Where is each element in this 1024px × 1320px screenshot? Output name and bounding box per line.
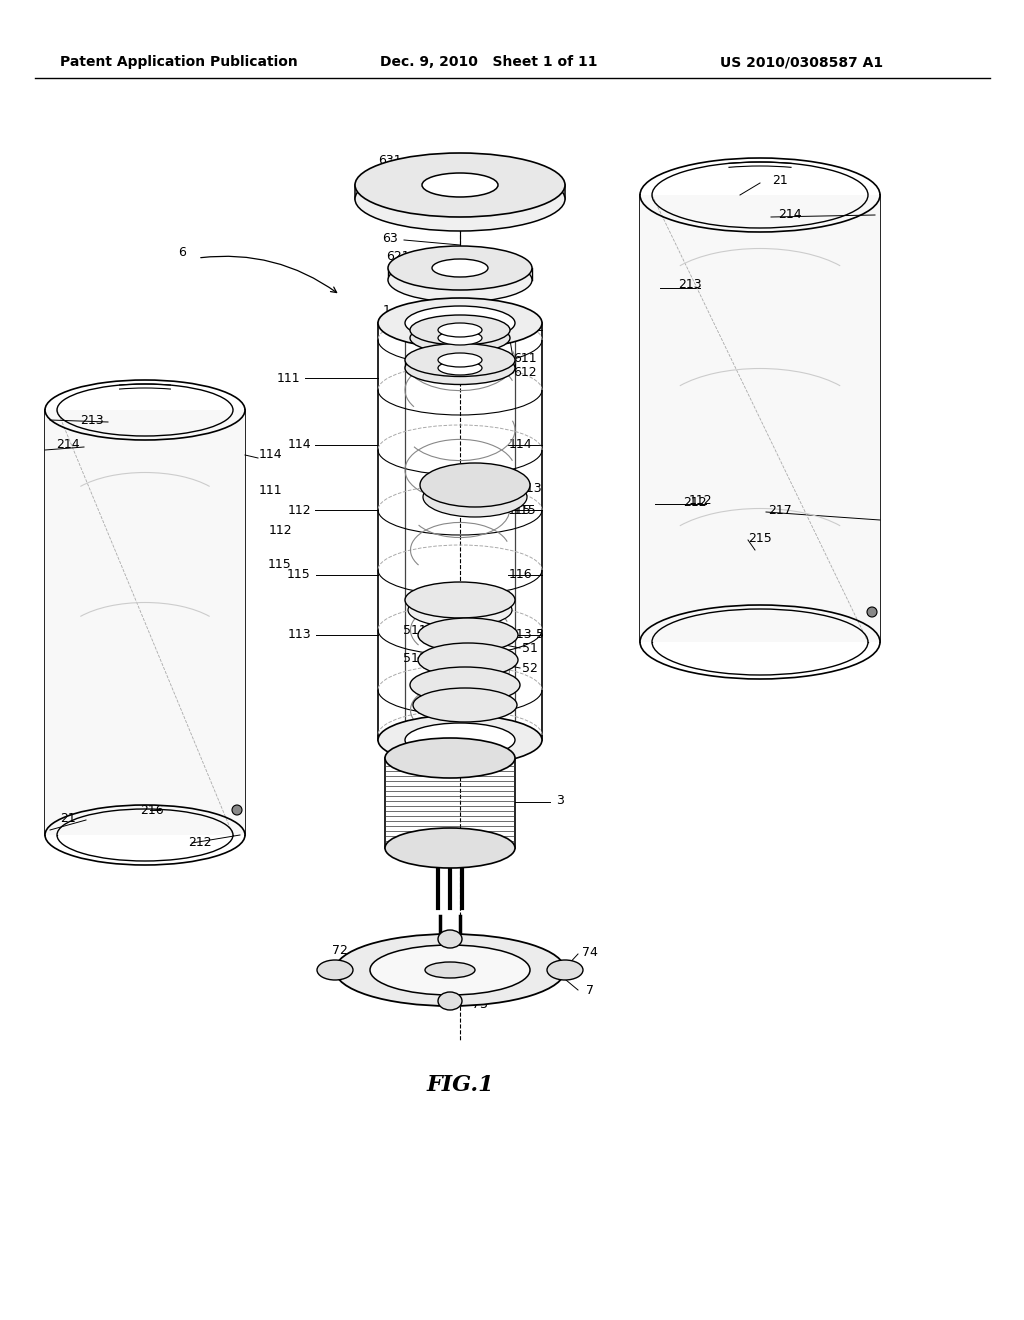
Ellipse shape: [317, 960, 353, 979]
Text: 71: 71: [337, 964, 353, 977]
Ellipse shape: [410, 323, 510, 352]
Ellipse shape: [423, 477, 527, 517]
Text: Dec. 9, 2010   Sheet 1 of 11: Dec. 9, 2010 Sheet 1 of 11: [380, 55, 597, 69]
Ellipse shape: [413, 688, 517, 722]
Ellipse shape: [406, 343, 515, 376]
Text: 215: 215: [749, 532, 772, 544]
Text: 216: 216: [140, 804, 164, 817]
Text: 115: 115: [287, 569, 311, 582]
Text: 115: 115: [268, 558, 292, 572]
Text: 115: 115: [513, 503, 537, 516]
Ellipse shape: [547, 960, 583, 979]
Text: 11: 11: [408, 329, 423, 342]
Ellipse shape: [385, 828, 515, 869]
Text: 115: 115: [508, 503, 531, 516]
Ellipse shape: [867, 607, 877, 616]
Ellipse shape: [438, 931, 462, 948]
Ellipse shape: [410, 667, 520, 704]
Ellipse shape: [335, 935, 565, 1006]
Ellipse shape: [355, 168, 565, 231]
FancyBboxPatch shape: [640, 195, 880, 642]
Ellipse shape: [355, 153, 565, 216]
Text: 63: 63: [382, 231, 398, 244]
Text: 61: 61: [432, 313, 447, 326]
Text: 112: 112: [268, 524, 292, 536]
Ellipse shape: [438, 993, 462, 1010]
Text: 21: 21: [60, 812, 76, 825]
Text: 1: 1: [383, 304, 391, 317]
Ellipse shape: [422, 173, 498, 197]
Text: Patent Application Publication: Patent Application Publication: [60, 55, 298, 69]
Text: 111: 111: [276, 371, 300, 384]
Text: 214: 214: [778, 209, 802, 222]
Text: FIG.1: FIG.1: [426, 1074, 494, 1096]
Text: 21: 21: [772, 173, 787, 186]
Text: 214: 214: [56, 438, 80, 451]
Ellipse shape: [438, 331, 482, 345]
Text: 5: 5: [536, 628, 544, 642]
Text: 114: 114: [258, 449, 282, 462]
Text: 73: 73: [472, 998, 488, 1011]
Ellipse shape: [406, 582, 515, 618]
Text: 51: 51: [522, 642, 538, 655]
Text: 213: 213: [80, 413, 103, 426]
Text: 612: 612: [513, 367, 537, 380]
Text: 11: 11: [396, 317, 412, 330]
Ellipse shape: [432, 259, 488, 277]
Ellipse shape: [232, 805, 242, 814]
Text: 4: 4: [404, 594, 412, 606]
Ellipse shape: [406, 723, 515, 756]
Ellipse shape: [378, 715, 542, 766]
Text: 111: 111: [258, 483, 282, 496]
Text: 112: 112: [688, 494, 712, 507]
Ellipse shape: [438, 323, 482, 337]
Text: 611: 611: [513, 351, 537, 364]
Text: 62: 62: [387, 276, 402, 289]
Text: 511: 511: [403, 624, 427, 638]
Ellipse shape: [370, 945, 530, 995]
Text: 212: 212: [683, 495, 707, 508]
Ellipse shape: [425, 962, 475, 978]
Ellipse shape: [408, 593, 512, 627]
Text: 217: 217: [768, 503, 792, 516]
Ellipse shape: [438, 352, 482, 367]
Ellipse shape: [418, 643, 518, 677]
Ellipse shape: [406, 351, 515, 384]
Ellipse shape: [406, 306, 515, 341]
Text: 3: 3: [556, 793, 564, 807]
Ellipse shape: [420, 463, 530, 507]
Ellipse shape: [410, 315, 510, 345]
Text: 113: 113: [287, 628, 311, 642]
Ellipse shape: [388, 246, 532, 290]
Ellipse shape: [388, 257, 532, 302]
Text: 213: 213: [678, 279, 701, 292]
Text: 111: 111: [508, 323, 531, 337]
Text: 116: 116: [508, 569, 531, 582]
Ellipse shape: [385, 738, 515, 777]
Ellipse shape: [418, 618, 518, 652]
Ellipse shape: [422, 187, 498, 211]
Text: 7: 7: [586, 983, 594, 997]
Ellipse shape: [378, 298, 542, 348]
FancyBboxPatch shape: [45, 411, 245, 836]
Ellipse shape: [432, 271, 488, 289]
Text: 114: 114: [287, 438, 311, 451]
Text: 631: 631: [378, 153, 401, 166]
Text: 113: 113: [508, 628, 531, 642]
Text: 212: 212: [188, 836, 212, 849]
Text: 112: 112: [287, 503, 311, 516]
Text: 621: 621: [386, 249, 410, 263]
Text: 74: 74: [582, 945, 598, 958]
Text: 72: 72: [332, 944, 348, 957]
Text: 511: 511: [403, 652, 427, 664]
Text: 117: 117: [418, 738, 442, 751]
Text: 6: 6: [178, 246, 186, 259]
Ellipse shape: [438, 360, 482, 375]
Text: US 2010/0308587 A1: US 2010/0308587 A1: [720, 55, 883, 69]
Text: 52: 52: [522, 661, 538, 675]
Text: 613: 613: [518, 482, 542, 495]
Text: 114: 114: [508, 438, 531, 451]
